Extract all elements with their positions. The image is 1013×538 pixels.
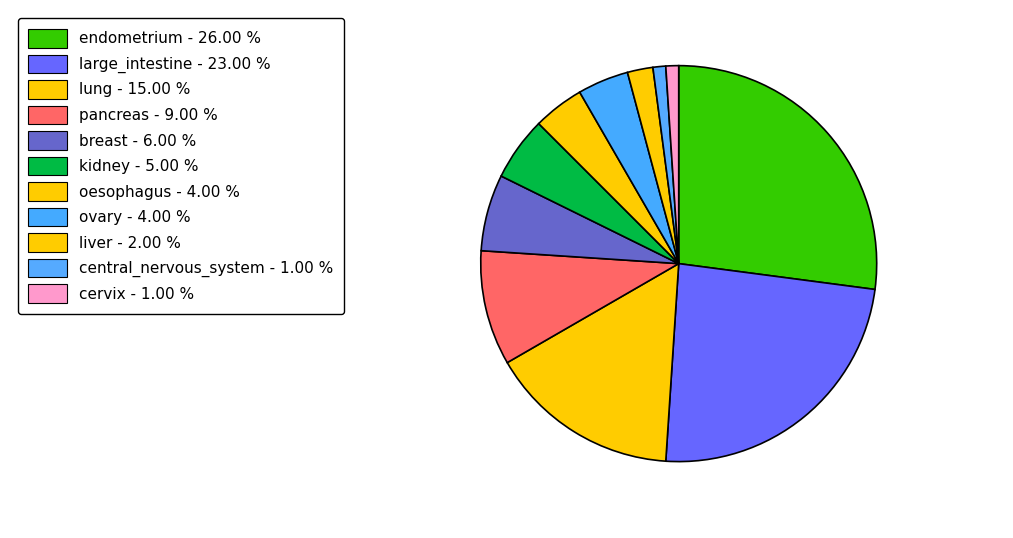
Wedge shape [679, 66, 876, 289]
Wedge shape [501, 124, 679, 264]
Wedge shape [481, 176, 679, 264]
Wedge shape [666, 66, 679, 264]
Wedge shape [627, 67, 679, 264]
Wedge shape [652, 66, 679, 264]
Wedge shape [508, 264, 679, 461]
Wedge shape [666, 264, 875, 462]
Wedge shape [481, 251, 679, 363]
Wedge shape [579, 73, 679, 264]
Legend: endometrium - 26.00 %, large_intestine - 23.00 %, lung - 15.00 %, pancreas - 9.0: endometrium - 26.00 %, large_intestine -… [18, 18, 343, 314]
Wedge shape [539, 92, 679, 264]
